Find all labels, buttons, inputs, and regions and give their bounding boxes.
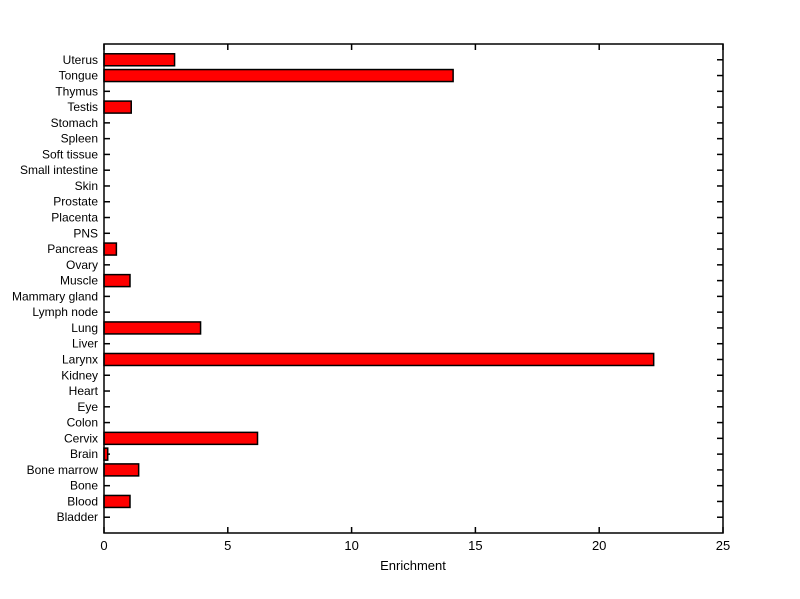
y-tick-label: Pancreas	[47, 242, 98, 256]
y-tick-label: Spleen	[61, 132, 98, 146]
y-tick-label: Brain	[70, 447, 98, 461]
bar	[103, 100, 132, 114]
y-tick-label: Placenta	[51, 211, 98, 225]
x-tick-label: 5	[224, 538, 231, 553]
x-axis-label: Enrichment	[380, 558, 446, 573]
y-tick-label: Prostate	[53, 195, 98, 209]
y-tick-label: Muscle	[60, 274, 98, 288]
y-tick-label: Bone marrow	[27, 463, 99, 477]
y-tick-label: Kidney	[61, 368, 98, 382]
bar	[103, 68, 454, 83]
bar	[103, 53, 176, 67]
bar	[103, 242, 118, 256]
x-tick-label: 15	[468, 538, 482, 553]
bar	[103, 352, 655, 367]
y-tick-label: Colon	[67, 416, 98, 430]
y-tick-label: Small intestine	[20, 163, 98, 177]
x-tick-label: 0	[100, 538, 107, 553]
x-tick-label: 10	[344, 538, 358, 553]
bar	[103, 321, 202, 335]
y-tick-label: Lung	[71, 321, 98, 335]
y-tick-label: Blood	[67, 494, 98, 508]
y-tick-label: Soft tissue	[42, 147, 98, 161]
y-tick-label: Ovary	[66, 258, 98, 272]
y-tick-label: Skin	[75, 179, 98, 193]
y-tick-label: Thymus	[55, 84, 98, 98]
y-tick-label: Larynx	[62, 352, 98, 366]
y-tick-label: Mammary gland	[12, 289, 98, 303]
y-tick-label: Liver	[72, 337, 98, 351]
bar	[103, 431, 259, 446]
bar	[103, 494, 131, 509]
y-tick-label: Bone	[70, 479, 98, 493]
y-tick-label: Bladder	[57, 510, 98, 524]
y-tick-label: PNS	[73, 226, 98, 240]
y-tick-label: Tongue	[59, 69, 99, 83]
y-tick-label: Cervix	[64, 431, 98, 445]
bar	[103, 273, 131, 288]
x-tick-label: 20	[592, 538, 606, 553]
y-tick-label: Stomach	[51, 116, 98, 130]
y-tick-label: Lymph node	[32, 305, 98, 319]
plot-border	[103, 43, 724, 534]
x-tick-label: 25	[716, 538, 730, 553]
y-tick-label: Eye	[77, 400, 98, 414]
y-tick-label: Uterus	[63, 53, 98, 67]
y-tick-label: Heart	[69, 384, 99, 398]
y-tick-label: Testis	[67, 100, 98, 114]
bar	[103, 463, 140, 477]
